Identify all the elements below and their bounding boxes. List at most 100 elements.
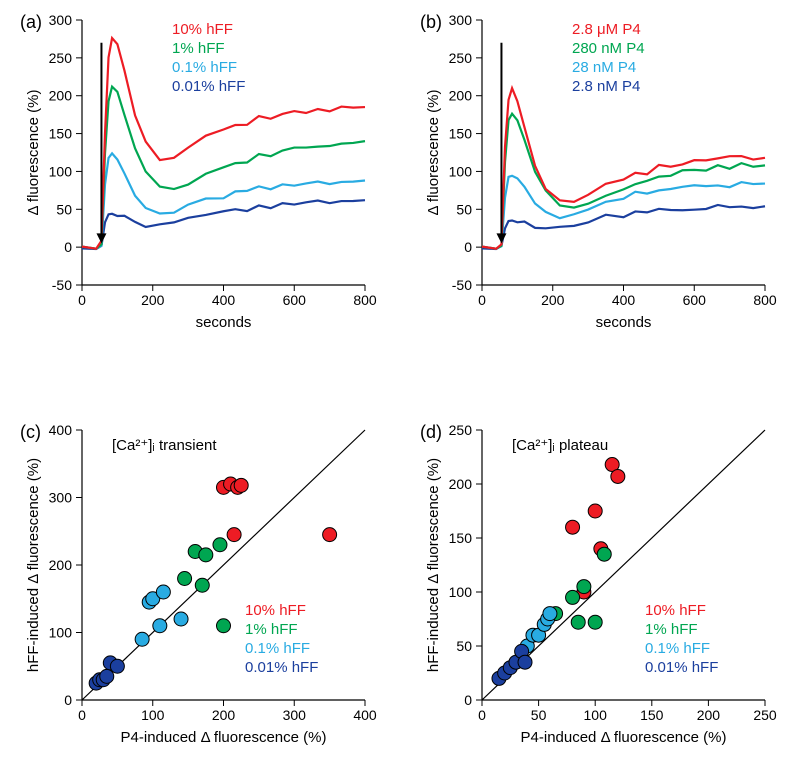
svg-text:250: 250 xyxy=(449,422,473,438)
svg-text:200: 200 xyxy=(49,88,73,104)
svg-text:Δ fluorescence (%): Δ fluorescence (%) xyxy=(25,90,42,216)
data-point xyxy=(566,520,580,534)
svg-text:-50: -50 xyxy=(52,277,72,293)
svg-text:50: 50 xyxy=(56,201,72,217)
legend-entry: 0.1% hFF xyxy=(245,640,310,657)
data-point xyxy=(213,538,227,552)
series-cyan xyxy=(482,176,765,249)
svg-text:400: 400 xyxy=(49,422,73,438)
svg-text:200: 200 xyxy=(449,476,473,492)
data-point xyxy=(199,548,213,562)
series-blue xyxy=(482,205,765,249)
svg-text:seconds: seconds xyxy=(196,314,252,331)
time-panel: (b)0200400600800-50050100150200250300sec… xyxy=(420,10,780,340)
svg-text:400: 400 xyxy=(612,292,636,308)
data-point xyxy=(323,528,337,542)
svg-text:400: 400 xyxy=(212,292,236,308)
legend-entry: 0.1% hFF xyxy=(645,640,710,657)
scatter-panel: (c) 0 100 200 300 400 0 100 200 300 400 P4-induced … xyxy=(20,420,380,750)
data-point xyxy=(588,615,602,629)
svg-text:100: 100 xyxy=(449,584,473,600)
svg-text:0: 0 xyxy=(64,239,72,255)
svg-text:0: 0 xyxy=(64,692,72,708)
svg-text:0: 0 xyxy=(78,292,86,308)
data-point xyxy=(518,655,532,669)
data-point xyxy=(174,612,188,626)
data-point xyxy=(234,478,248,492)
svg-text:250: 250 xyxy=(49,50,73,66)
scatter-panel: (d)050100150200250050100150200250P4-indu… xyxy=(420,420,780,750)
svg-text:200: 200 xyxy=(49,557,73,573)
legend-entry: 0.01% hFF xyxy=(245,659,318,676)
svg-text:hFF-induced Δ fluorescence (%): hFF-induced Δ fluorescence (%) xyxy=(25,458,42,672)
svg-text:Δ fluorescence (%): Δ fluorescence (%) xyxy=(425,90,442,216)
svg-text:400: 400 xyxy=(353,707,377,723)
data-point xyxy=(156,585,170,599)
svg-text:P4-induced Δ fluorescence (%): P4-induced Δ fluorescence (%) xyxy=(521,729,727,746)
svg-text:P4-induced Δ fluorescence (%): P4-induced Δ fluorescence (%) xyxy=(121,729,327,746)
legend-entry: 10% hFF xyxy=(172,21,233,38)
panel-label: (c) xyxy=(20,422,41,443)
svg-text:250: 250 xyxy=(449,50,473,66)
legend-entry: 280 nM P4 xyxy=(572,40,645,57)
svg-text:300: 300 xyxy=(49,490,73,506)
data-point xyxy=(588,504,602,518)
data-point xyxy=(100,669,114,683)
svg-text:0: 0 xyxy=(78,707,86,723)
svg-text:0: 0 xyxy=(464,692,472,708)
data-point xyxy=(153,619,167,633)
identity-line xyxy=(82,430,365,700)
legend-entry: 2.8 μM P4 xyxy=(572,21,641,38)
data-point xyxy=(611,469,625,483)
series-red xyxy=(482,88,765,249)
legend-entry: 0.1% hFF xyxy=(172,59,237,76)
data-point xyxy=(110,659,124,673)
svg-text:100: 100 xyxy=(49,163,73,179)
svg-text:150: 150 xyxy=(49,126,73,142)
inset-title: [Ca²⁺]ᵢ plateau xyxy=(512,437,608,454)
legend-entry: 0.01% hFF xyxy=(645,659,718,676)
data-point xyxy=(543,607,557,621)
panel-label: (d) xyxy=(420,422,442,443)
data-point xyxy=(135,632,149,646)
svg-text:200: 200 xyxy=(141,292,165,308)
data-point xyxy=(217,619,231,633)
svg-text:300: 300 xyxy=(49,12,73,28)
svg-text:100: 100 xyxy=(449,163,473,179)
panel-label: (b) xyxy=(420,12,442,33)
svg-text:600: 600 xyxy=(283,292,307,308)
legend-entry: 0.01% hFF xyxy=(172,78,245,95)
svg-text:0: 0 xyxy=(478,292,486,308)
legend-entry: 2.8 nM P4 xyxy=(572,78,640,95)
inset-title: [Ca²⁺]ᵢ transient xyxy=(112,437,217,454)
legend-entry: 10% hFF xyxy=(645,602,706,619)
legend-entry: 28 nM P4 xyxy=(572,59,636,76)
svg-text:200: 200 xyxy=(697,707,721,723)
series-green xyxy=(482,114,765,249)
svg-text:200: 200 xyxy=(449,88,473,104)
svg-text:250: 250 xyxy=(753,707,777,723)
svg-text:800: 800 xyxy=(753,292,777,308)
svg-text:200: 200 xyxy=(541,292,565,308)
svg-text:hFF-induced Δ fluorescence (%): hFF-induced Δ fluorescence (%) xyxy=(425,458,442,672)
svg-text:150: 150 xyxy=(640,707,664,723)
svg-text:100: 100 xyxy=(141,707,165,723)
svg-text:50: 50 xyxy=(456,638,472,654)
time-panel: (a)0200400600800-50050100150200250300sec… xyxy=(20,10,380,340)
data-point xyxy=(195,578,209,592)
svg-text:100: 100 xyxy=(584,707,608,723)
svg-text:100: 100 xyxy=(49,625,73,641)
data-point xyxy=(577,580,591,594)
legend-entry: 1% hFF xyxy=(645,621,698,638)
svg-text:seconds: seconds xyxy=(596,314,652,331)
svg-text:150: 150 xyxy=(449,126,473,142)
svg-text:200: 200 xyxy=(212,707,236,723)
svg-text:300: 300 xyxy=(449,12,473,28)
svg-text:50: 50 xyxy=(456,201,472,217)
data-point xyxy=(227,528,241,542)
legend-entry: 1% hFF xyxy=(245,621,298,638)
svg-text:300: 300 xyxy=(283,707,307,723)
panel-label: (a) xyxy=(20,12,42,33)
svg-text:0: 0 xyxy=(478,707,486,723)
legend-entry: 1% hFF xyxy=(172,40,225,57)
